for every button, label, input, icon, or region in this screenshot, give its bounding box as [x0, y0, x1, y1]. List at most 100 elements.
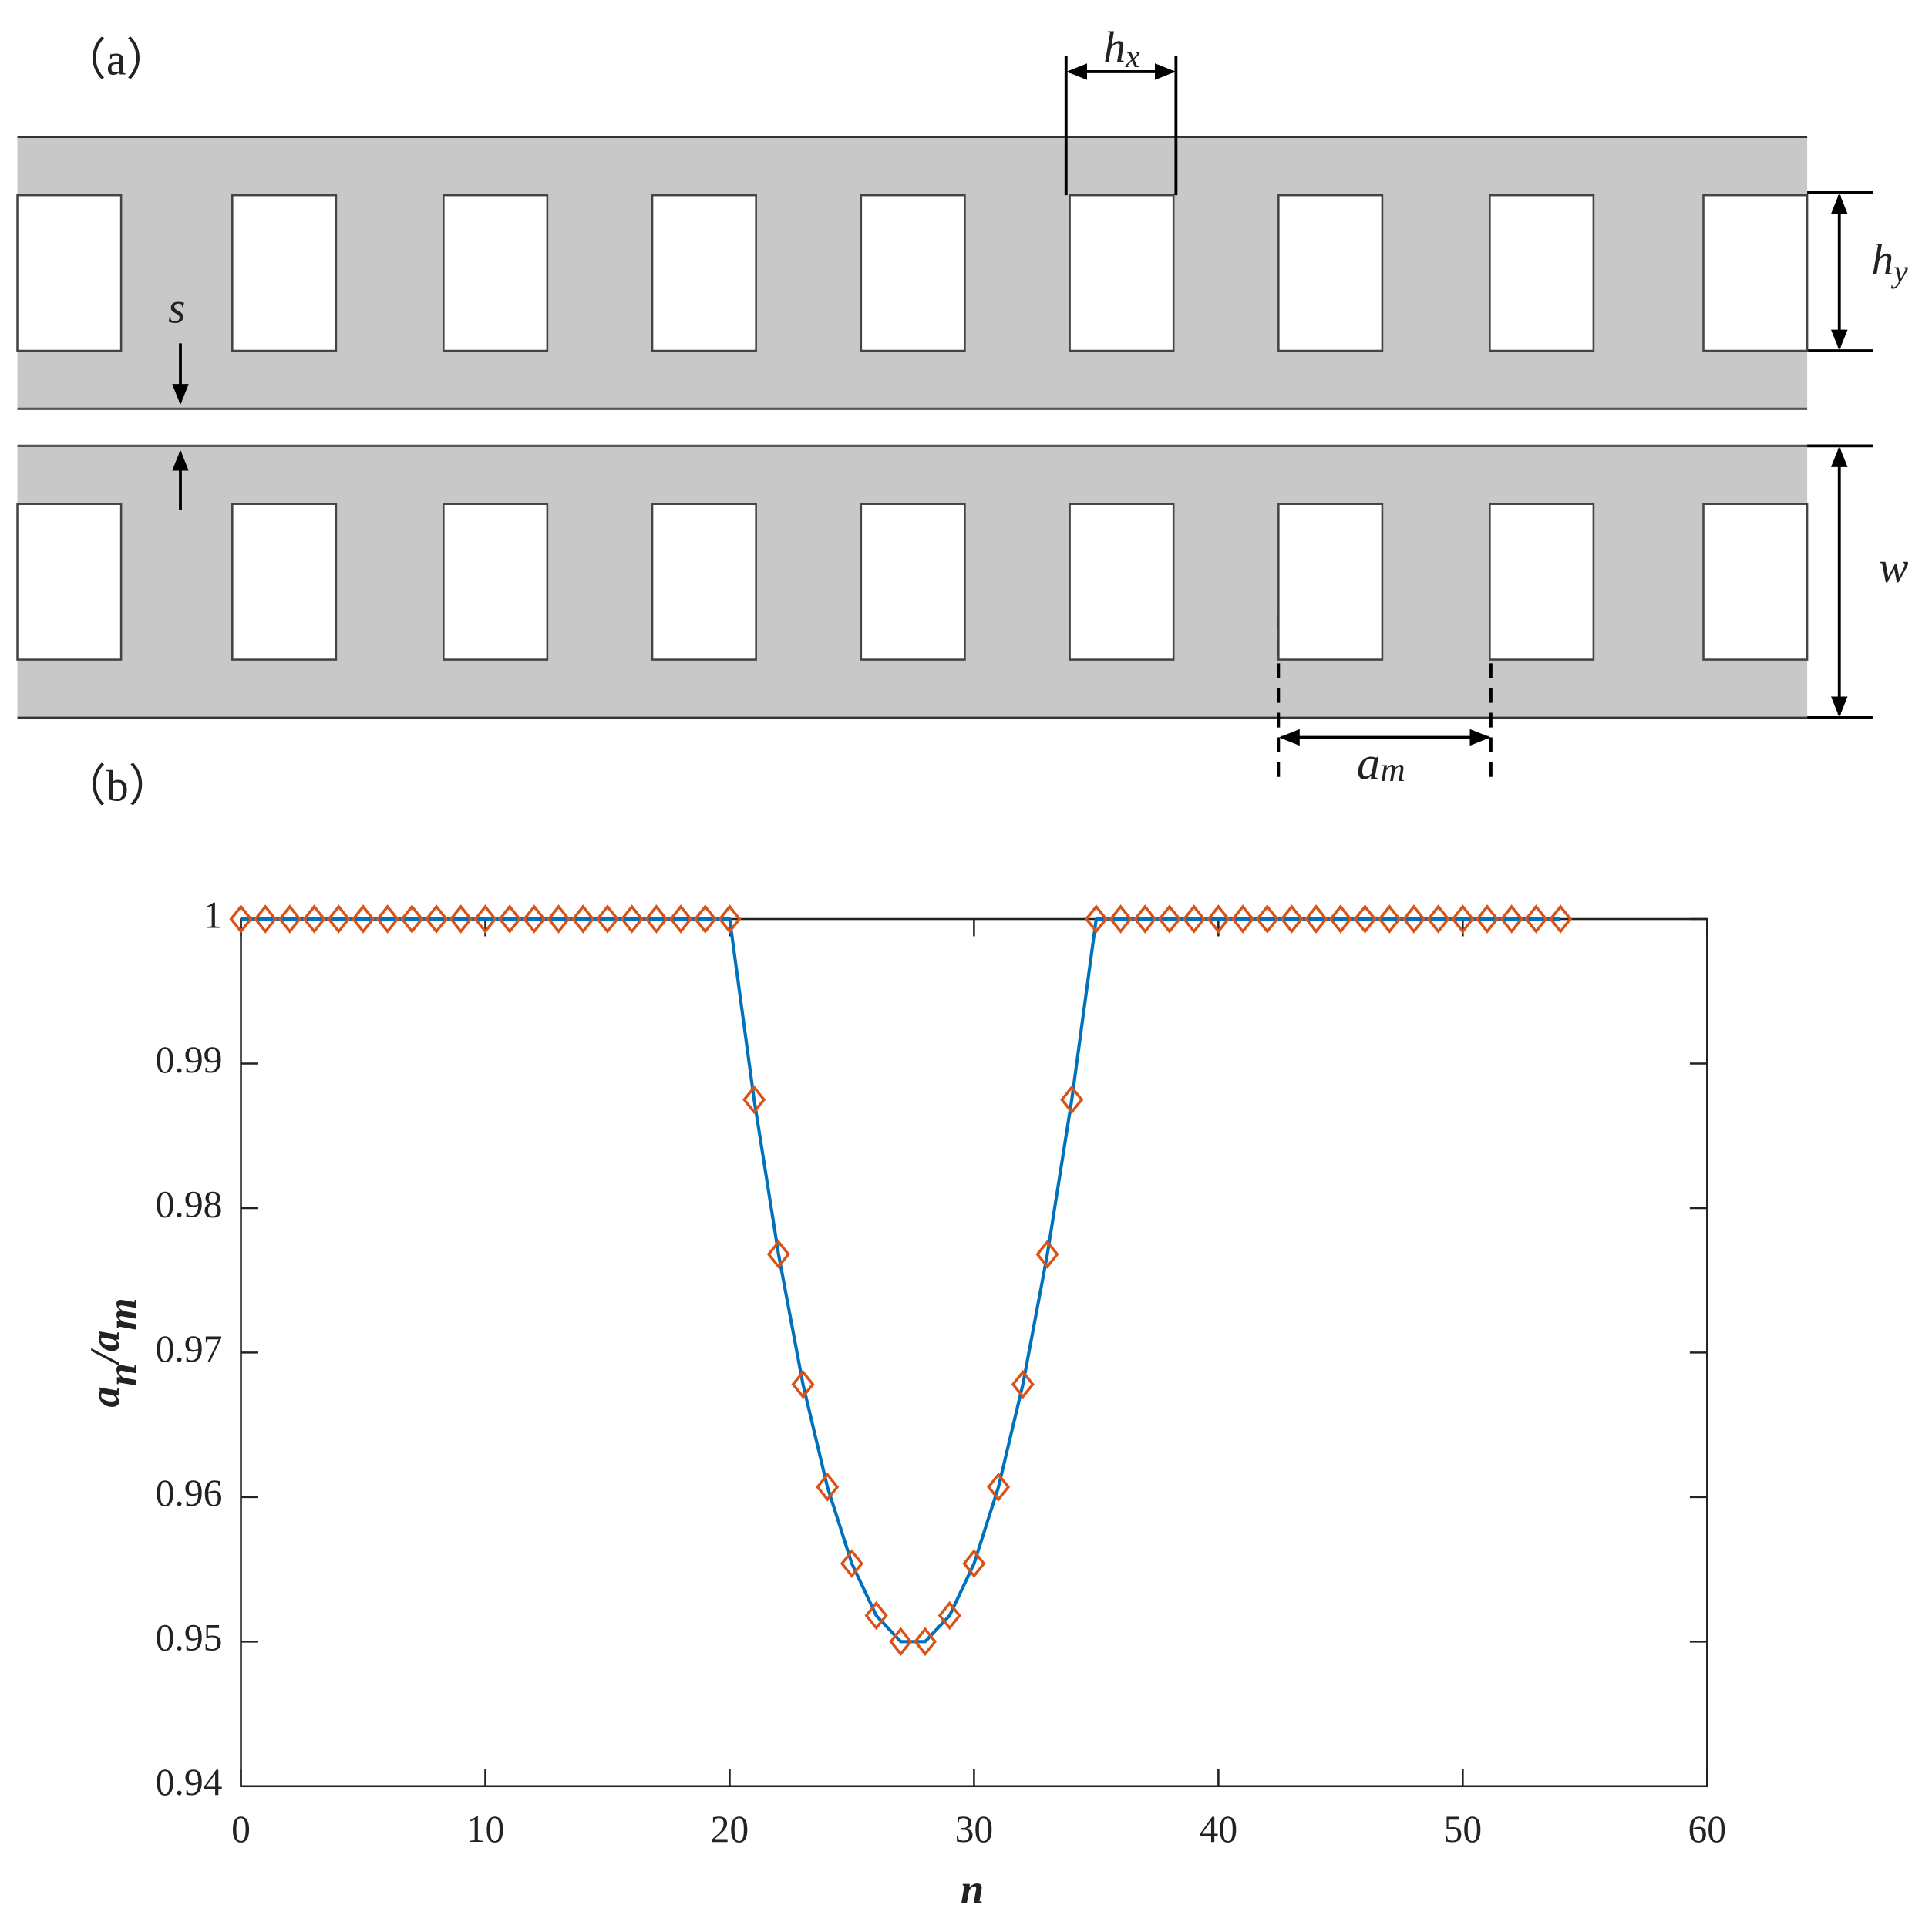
marker: [547, 904, 571, 934]
marker: [766, 1240, 790, 1269]
x-tick-label: 30: [955, 1808, 994, 1850]
marker: [1499, 904, 1523, 934]
hole: [1069, 194, 1175, 352]
marker: [1378, 904, 1402, 934]
marker: [1426, 904, 1450, 934]
panel-label: （b）: [62, 762, 173, 811]
label-sub: m: [1380, 750, 1405, 789]
y-tick-label: 0.96: [156, 1472, 223, 1514]
label-am: am: [1357, 739, 1405, 790]
marker: [595, 904, 620, 934]
hole: [1489, 503, 1595, 661]
label-part: n: [98, 1363, 145, 1386]
series-line: [241, 917, 1561, 1644]
marker: [1157, 904, 1182, 934]
label-part: m: [98, 1298, 145, 1330]
marker: [254, 904, 278, 934]
x-tick-label: 10: [466, 1808, 505, 1850]
label-hx: hx: [1103, 24, 1140, 75]
hole: [231, 503, 338, 661]
marker: [1060, 1085, 1084, 1115]
marker: [816, 1472, 840, 1502]
label-main: a: [1357, 739, 1380, 790]
marker: [937, 1601, 961, 1631]
hole: [231, 194, 338, 352]
hole: [1277, 194, 1384, 352]
y-tick-label: 0.99: [156, 1038, 223, 1081]
marker: [620, 904, 644, 934]
hole: [16, 194, 123, 352]
marker: [302, 904, 326, 934]
marker: [987, 1472, 1011, 1502]
x-axis-label: n: [961, 1866, 984, 1913]
hole: [1277, 503, 1384, 661]
marker: [1280, 904, 1304, 934]
x-tick-label: 60: [1688, 1808, 1726, 1850]
marker: [889, 1627, 913, 1657]
marker: [1182, 904, 1206, 934]
marker: [229, 904, 253, 934]
hole: [1069, 503, 1175, 661]
label-hy: hy: [1871, 236, 1908, 289]
hole: [442, 503, 549, 661]
x-tick-label: 20: [711, 1808, 749, 1850]
hole: [860, 503, 966, 661]
hole: [1489, 194, 1595, 352]
marker: [1133, 904, 1157, 934]
panel-label: （a）: [62, 36, 170, 85]
marker: [962, 1549, 986, 1578]
marker: [400, 904, 424, 934]
marker: [1011, 1369, 1035, 1399]
marker: [1451, 904, 1475, 934]
marker: [1549, 904, 1573, 934]
y-axis-label: an/am: [81, 1298, 145, 1407]
marker: [278, 904, 301, 934]
marker: [1402, 904, 1426, 934]
label-s: s: [168, 284, 185, 333]
x-tick-label: 0: [231, 1808, 251, 1850]
marker: [1231, 904, 1255, 934]
marker: [375, 904, 399, 934]
chart: （b） n an/am 0 10 20 30 40 50 60 0.94 0.95 0.96 0.9…: [62, 762, 1726, 1913]
marker: [571, 904, 595, 934]
marker: [1084, 904, 1108, 934]
x-tick-label: 50: [1444, 1808, 1483, 1850]
marker: [425, 904, 449, 934]
hole: [1702, 194, 1809, 352]
marker: [693, 904, 717, 934]
marker: [913, 1627, 937, 1657]
hole: [16, 503, 123, 661]
label-part: /a: [81, 1331, 128, 1366]
marker: [1524, 904, 1548, 934]
y-tick-label: 0.98: [156, 1183, 223, 1225]
marker: [718, 904, 742, 934]
marker: [742, 1085, 766, 1115]
y-tick-label: 1: [204, 894, 223, 936]
hole: [651, 503, 757, 661]
marker: [1475, 904, 1499, 934]
marker: [522, 904, 546, 934]
marker: [1353, 904, 1377, 934]
label-main: h: [1871, 236, 1893, 284]
marker: [1109, 904, 1133, 934]
marker: [1207, 904, 1230, 934]
hole: [442, 194, 549, 352]
marker: [327, 904, 351, 934]
label-sub: y: [1890, 254, 1908, 289]
x-tick-label: 40: [1200, 1808, 1238, 1850]
marker: [1035, 1240, 1059, 1269]
hole: [860, 194, 966, 352]
marker: [645, 904, 668, 934]
marker: [840, 1549, 864, 1578]
label-main: h: [1103, 24, 1126, 72]
marker: [1255, 904, 1279, 934]
y-tick-label: 0.94: [156, 1761, 223, 1803]
y-tick-label: 0.95: [156, 1617, 223, 1659]
marker: [791, 1369, 815, 1399]
marker: [1304, 904, 1328, 934]
marker: [668, 904, 693, 934]
y-tick-label: 0.97: [156, 1328, 223, 1370]
marker: [449, 904, 473, 934]
